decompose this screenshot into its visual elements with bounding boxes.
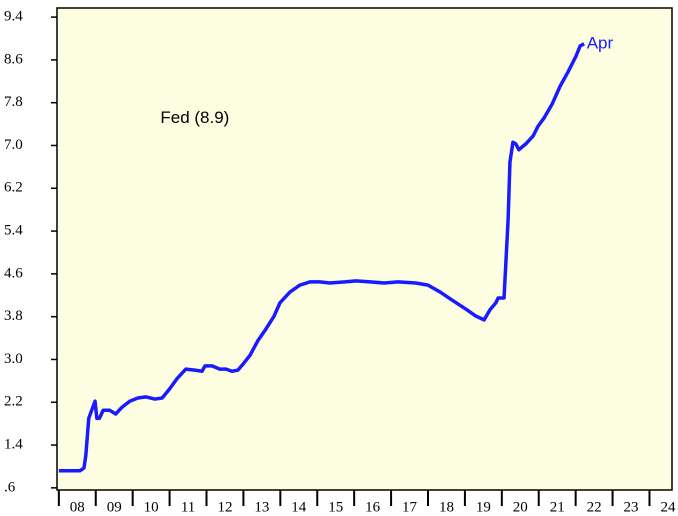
- annotation: Apr: [587, 33, 614, 52]
- x-tick-label: 15: [328, 499, 343, 515]
- plot-area: [56, 7, 673, 491]
- x-tick-label: 18: [439, 499, 454, 515]
- x-tick-label: 11: [181, 499, 195, 515]
- x-tick-label: 12: [217, 499, 232, 515]
- y-tick-label: 9.4: [4, 9, 23, 25]
- x-tick-label: 08: [70, 499, 85, 515]
- y-tick-label: 6.2: [4, 180, 23, 196]
- x-tick-label: 16: [365, 499, 381, 515]
- x-tick-label: 23: [624, 499, 639, 515]
- x-tick-label: 19: [476, 499, 491, 515]
- x-tick-label: 14: [291, 499, 307, 515]
- x-tick-label: 10: [144, 499, 159, 515]
- x-tick-label: 13: [254, 499, 269, 515]
- y-tick-label: 3.8: [4, 308, 23, 324]
- y-tick-label: 5.4: [4, 223, 23, 239]
- y-tick-label: .6: [4, 479, 16, 495]
- y-tick-label: 8.6: [4, 51, 23, 67]
- y-tick-label: 1.4: [4, 437, 23, 453]
- data-line: [58, 42, 585, 473]
- y-tick-label: 7.8: [4, 94, 23, 110]
- y-tick-label: 3.0: [4, 351, 23, 367]
- y-tick-label: 7.0: [4, 137, 23, 153]
- x-tick-label: 22: [587, 499, 602, 515]
- x-tick-label: 09: [107, 499, 122, 515]
- y-tick-label: 2.2: [4, 394, 23, 410]
- x-tick-label: 21: [550, 499, 565, 515]
- y-tick-label: 4.6: [4, 265, 23, 281]
- annotation: Fed (8.9): [160, 108, 229, 127]
- x-tick-label: 20: [513, 499, 528, 515]
- x-tick-label: 17: [402, 499, 418, 515]
- x-tick-label: 24: [660, 499, 676, 515]
